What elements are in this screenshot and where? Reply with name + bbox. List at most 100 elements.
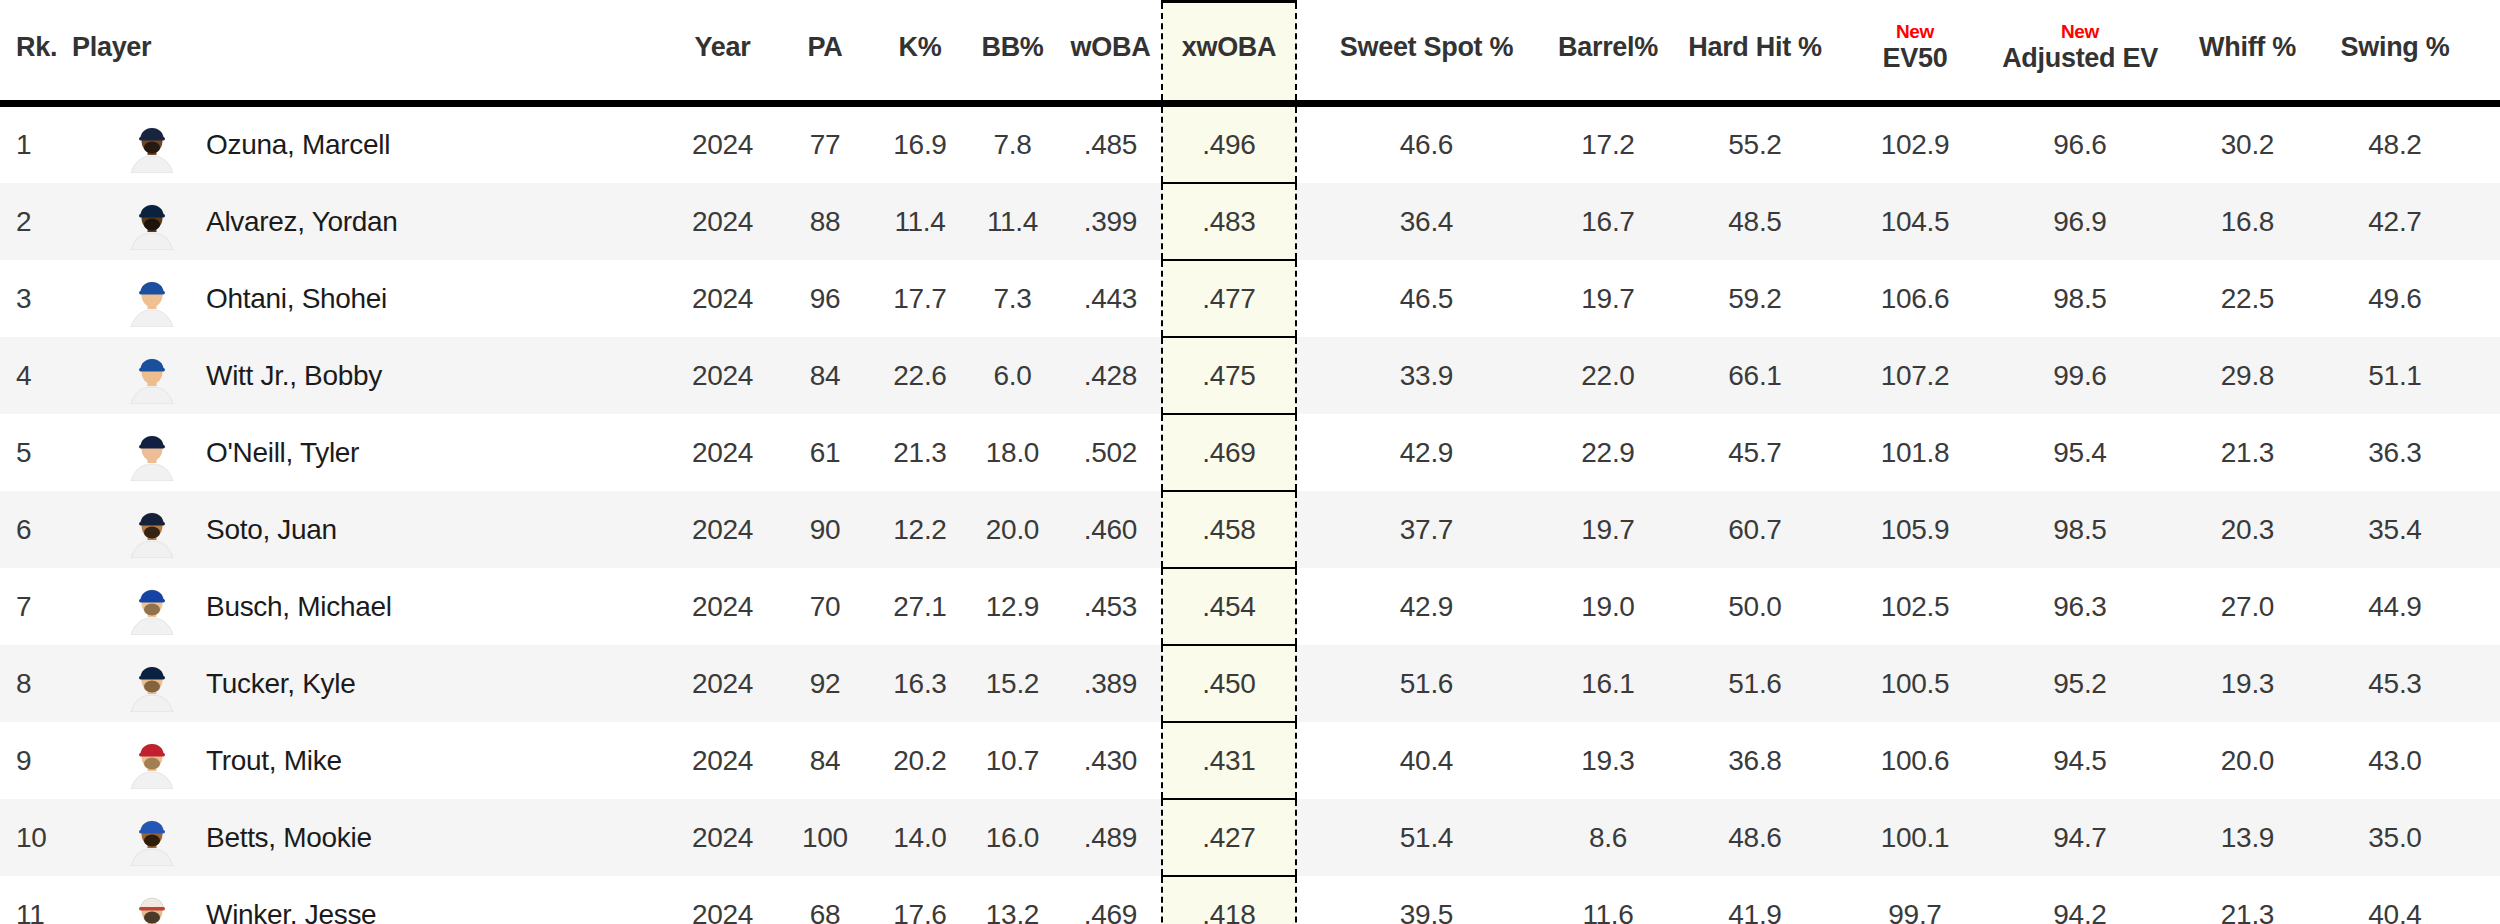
column-label: Year (695, 33, 751, 61)
cell-player[interactable]: Betts, Mookie (70, 799, 670, 876)
cell-hardhit: 48.6 (1660, 799, 1850, 876)
cell-value: 95.2 (2053, 668, 2106, 699)
cell-bb: 16.0 (965, 799, 1060, 876)
column-header-woba[interactable]: wOBA (1060, 2, 1162, 104)
cell-value: 11.6 (1582, 899, 1633, 924)
player-cell[interactable]: Ozuna, Marcell (70, 117, 670, 173)
player-cell[interactable]: Ohtani, Shohei (70, 271, 670, 327)
player-photo[interactable] (128, 502, 176, 558)
cell-swing: 45.3 (2315, 645, 2475, 722)
cell-value: .477 (1202, 283, 1255, 314)
column-header-adjev[interactable]: NewAdjusted EV (1980, 2, 2180, 104)
player-photo[interactable] (128, 348, 176, 404)
cell-rk: 6 (0, 491, 70, 568)
player-photo[interactable] (128, 810, 176, 866)
player-cell[interactable]: Tucker, Kyle (70, 656, 670, 712)
cell-year: 2024 (670, 491, 775, 568)
cell-pa: 100 (775, 799, 875, 876)
column-header-hardhit[interactable]: Hard Hit % (1660, 2, 1850, 104)
cell-ev50: 106.6 (1850, 260, 1980, 337)
cell-bb: 13.2 (965, 876, 1060, 924)
player-name-link[interactable]: O'Neill, Tyler (206, 437, 359, 469)
cell-value: 44.9 (2368, 591, 2421, 622)
player-cell[interactable]: Betts, Mookie (70, 810, 670, 866)
column-header-xwoba[interactable]: xwOBA (1162, 2, 1296, 104)
player-photo[interactable] (128, 425, 176, 481)
column-header-whiff[interactable]: Whiff % (2180, 2, 2315, 104)
player-photo[interactable] (128, 579, 176, 635)
cell-value: 94.5 (2053, 745, 2106, 776)
cell-player[interactable]: Ohtani, Shohei (70, 260, 670, 337)
cell-rk: 2 (0, 183, 70, 260)
cell-player[interactable]: Trout, Mike (70, 722, 670, 799)
player-name-link[interactable]: Betts, Mookie (206, 822, 372, 854)
cell-ev50: 105.9 (1850, 491, 1980, 568)
cell-player[interactable]: Winker, Jesse (70, 876, 670, 924)
cell-swing: 35.0 (2315, 799, 2475, 876)
player-photo[interactable] (128, 194, 176, 250)
column-label: Hard Hit % (1688, 33, 1822, 61)
cell-woba: .469 (1060, 876, 1162, 924)
cell-player[interactable]: Ozuna, Marcell (70, 104, 670, 184)
cell-value: 6 (16, 514, 31, 545)
cell-value: 40.4 (2368, 899, 2421, 924)
cell-value: 2024 (692, 437, 753, 468)
cell-adjev: 96.9 (1980, 183, 2180, 260)
cell-woba: .428 (1060, 337, 1162, 414)
cell-xwoba: .477 (1162, 260, 1296, 337)
cell-value: .430 (1084, 745, 1137, 776)
cell-hardhit: 41.9 (1660, 876, 1850, 924)
player-name-link[interactable]: Soto, Juan (206, 514, 337, 546)
cell-value: .485 (1084, 129, 1137, 160)
player-cell[interactable]: Witt Jr., Bobby (70, 348, 670, 404)
column-header-barrel[interactable]: Barrel% (1556, 2, 1660, 104)
column-header-pa[interactable]: PA (775, 2, 875, 104)
column-header-rk[interactable]: Rk. (0, 2, 70, 104)
column-header-bb[interactable]: BB% (965, 2, 1060, 104)
player-photo[interactable] (128, 117, 176, 173)
cell-player[interactable]: O'Neill, Tyler (70, 414, 670, 491)
player-name-link[interactable]: Busch, Michael (206, 591, 392, 623)
player-photo[interactable] (128, 656, 176, 712)
cell-player[interactable]: Witt Jr., Bobby (70, 337, 670, 414)
column-header-ev50[interactable]: NewEV50 (1850, 2, 1980, 104)
leaderboard-table: Rk.Player Year PAK%BB%wOBAxwOBASweet Spot … (0, 0, 2500, 924)
cell-value: 17.7 (893, 283, 946, 314)
cell-value: .453 (1084, 591, 1137, 622)
player-photo[interactable] (128, 887, 176, 924)
player-cell[interactable]: Alvarez, Yordan (70, 194, 670, 250)
cell-k: 17.7 (875, 260, 965, 337)
spacer-cell (2475, 799, 2500, 876)
player-name-link[interactable]: Winker, Jesse (206, 899, 376, 924)
cell-rk: 10 (0, 799, 70, 876)
player-name-link[interactable]: Tucker, Kyle (206, 668, 355, 700)
player-cell[interactable]: Soto, Juan (70, 502, 670, 558)
player-name-link[interactable]: Ohtani, Shohei (206, 283, 387, 315)
cell-player[interactable]: Tucker, Kyle (70, 645, 670, 722)
cell-player[interactable]: Alvarez, Yordan (70, 183, 670, 260)
player-cell[interactable]: Trout, Mike (70, 733, 670, 789)
cell-player[interactable]: Busch, Michael (70, 568, 670, 645)
column-header-player[interactable]: Player (70, 2, 670, 104)
player-cell[interactable]: Busch, Michael (70, 579, 670, 635)
header-label-group: PA (775, 33, 875, 61)
player-cell[interactable]: Winker, Jesse (70, 887, 670, 924)
cell-adjev: 95.4 (1980, 414, 2180, 491)
player-cell[interactable]: O'Neill, Tyler (70, 425, 670, 481)
player-name-link[interactable]: Witt Jr., Bobby (206, 360, 382, 392)
cell-adjev: 99.6 (1980, 337, 2180, 414)
cell-value: .454 (1202, 591, 1255, 622)
player-photo[interactable] (128, 733, 176, 789)
cell-player[interactable]: Soto, Juan (70, 491, 670, 568)
cell-xwoba: .450 (1162, 645, 1296, 722)
column-header-swing[interactable]: Swing % (2315, 2, 2475, 104)
column-header-year[interactable]: Year (670, 2, 775, 104)
cell-value: 98.5 (2053, 283, 2106, 314)
column-header-sweet[interactable]: Sweet Spot % (1296, 2, 1556, 104)
player-name-link[interactable]: Ozuna, Marcell (206, 129, 390, 161)
player-name-link[interactable]: Trout, Mike (206, 745, 342, 777)
cell-woba: .485 (1060, 104, 1162, 184)
player-photo[interactable] (128, 271, 176, 327)
column-header-k[interactable]: K% (875, 2, 965, 104)
player-name-link[interactable]: Alvarez, Yordan (206, 206, 398, 238)
